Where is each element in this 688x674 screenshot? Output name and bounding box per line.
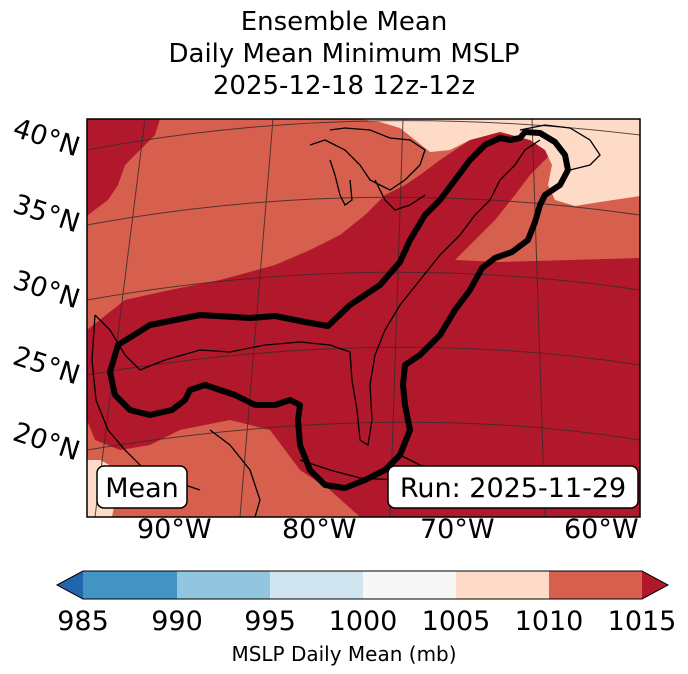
colorbar-tick-990: 990 [151,606,203,637]
field-1010-1015-main [87,119,640,517]
colorbar-bin-1000-1005 [363,571,456,599]
colorbar-tick-1000: 1000 [328,606,398,637]
field-1000-1005-northeast [360,119,640,206]
lon-label-90w: 90°W [137,514,212,545]
colorbar-outline [55,570,670,600]
map-frame [86,118,641,518]
colorbar-extend-high [642,571,668,599]
run-box-label: Run: 2025-11-29 [400,473,626,504]
colorbar-bin-1005-1010 [456,571,549,599]
run-box [387,465,639,509]
lon-label-60w: 60°W [564,514,639,545]
contour-1010 [107,129,571,491]
lon-label-80w: 80°W [282,514,357,545]
colorbar-label: MSLP Daily Mean (mb) [231,642,457,666]
colorbar-tick-1010: 1010 [514,606,584,637]
colorbar-bin-995-1000 [270,571,363,599]
lon-label-70w: 70°W [420,514,495,545]
mean-box-label: Mean [105,473,179,504]
colorbar-tick-1015: 1015 [607,606,677,637]
colorbar-bin-1010-1015 [549,571,642,599]
colorbar-tick-995: 995 [244,606,296,637]
coastlines [91,124,601,517]
mean-box [96,465,188,509]
colorbar-bin-985-990 [83,571,177,599]
title-line-1: Ensemble Mean [240,7,448,37]
colorbar-tick-985: 985 [57,606,109,637]
colorbar-extend-low [57,571,83,599]
map-panel [87,119,640,517]
title-line-2: Daily Mean Minimum MSLP [168,39,520,69]
colorbar [55,570,670,600]
colorbar-tick-1005: 1005 [421,606,491,637]
title-line-3: 2025-12-18 12z-12z [212,71,476,101]
graticule [87,119,640,517]
colorbar-bin-990-995 [177,571,270,599]
